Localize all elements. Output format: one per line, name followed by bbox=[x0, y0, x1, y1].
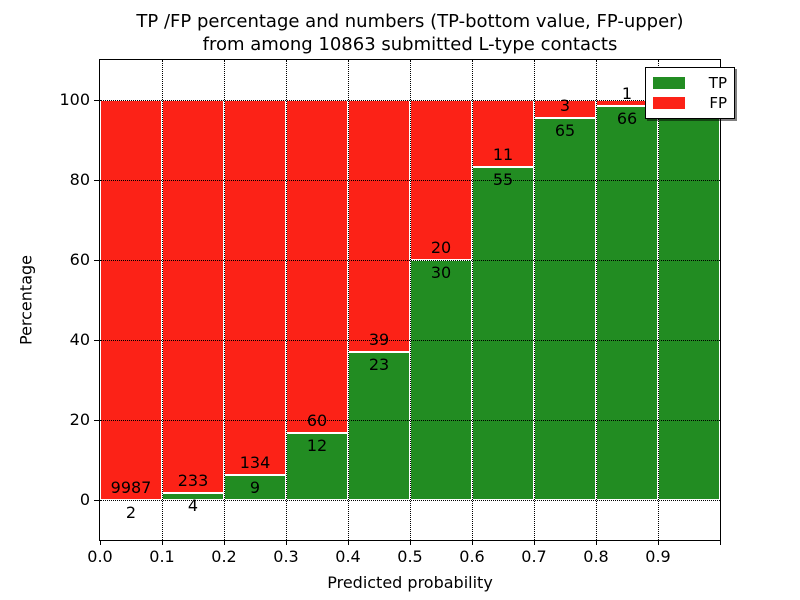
y-tick-label-100: 100 bbox=[59, 90, 90, 109]
tp-count-label-1: 4 bbox=[187, 496, 199, 516]
x-tick-6 bbox=[472, 540, 473, 545]
tp-count-label-0: 2 bbox=[125, 502, 137, 522]
x-tick-0 bbox=[100, 540, 101, 545]
fp-count-label-4: 39 bbox=[368, 329, 390, 349]
fp-count-label-0: 9987 bbox=[110, 477, 152, 497]
legend: TP FP bbox=[645, 67, 735, 119]
x-tick-label-0.0: 0.0 bbox=[87, 547, 113, 566]
fp-count-label-2: 134 bbox=[239, 452, 271, 472]
gridline-v-9 bbox=[657, 60, 659, 540]
x-tick-label-0.5: 0.5 bbox=[397, 547, 423, 566]
tp-swatch-icon bbox=[653, 77, 685, 89]
x-tick-4 bbox=[348, 540, 349, 545]
gridline-v-6 bbox=[471, 60, 473, 540]
gridline-v-4 bbox=[347, 60, 349, 540]
x-tick-label-0.2: 0.2 bbox=[211, 547, 237, 566]
y-tick-0 bbox=[94, 500, 99, 501]
bar-segment-fp-4 bbox=[348, 100, 410, 352]
chart-title-line2: from among 10863 submitted L-type contac… bbox=[202, 34, 618, 55]
fp-count-label-8: 1 bbox=[621, 83, 633, 103]
bar-segment-tp-4 bbox=[348, 351, 410, 500]
x-tick-5 bbox=[410, 540, 411, 545]
plot-area: 99872233413496012392320301155365166109 bbox=[100, 60, 720, 540]
y-axis-label: Percentage bbox=[16, 254, 36, 346]
bar-segment-fp-1 bbox=[162, 100, 224, 494]
gridline-v-8 bbox=[595, 60, 597, 540]
fp-count-label-6: 11 bbox=[492, 144, 514, 164]
tp-count-label-2: 9 bbox=[249, 477, 261, 497]
y-tick-label-0: 0 bbox=[79, 490, 90, 509]
x-tick-label-0.6: 0.6 bbox=[459, 547, 485, 566]
x-tick-3 bbox=[286, 540, 287, 545]
fp-count-label-3: 60 bbox=[306, 411, 328, 431]
chart-title: TP /FP percentage and numbers (TP-bottom… bbox=[100, 10, 720, 56]
y-tick-60 bbox=[94, 260, 99, 261]
bar-segment-tp-2 bbox=[224, 474, 286, 500]
x-tick-7 bbox=[534, 540, 535, 545]
bar-segment-fp-6 bbox=[472, 100, 534, 167]
chart-title-line1: TP /FP percentage and numbers (TP-bottom… bbox=[136, 11, 684, 32]
y-tick-80 bbox=[94, 180, 99, 181]
tp-count-label-8: 66 bbox=[616, 108, 638, 128]
y-tick-label-40: 40 bbox=[69, 330, 90, 349]
y-tick-100 bbox=[94, 100, 99, 101]
gridline-v-7 bbox=[533, 60, 535, 540]
y-tick-40 bbox=[94, 340, 99, 341]
x-tick-label-0.9: 0.9 bbox=[645, 547, 671, 566]
tp-count-label-5: 30 bbox=[430, 263, 452, 282]
x-tick-label-0.7: 0.7 bbox=[521, 547, 547, 566]
y-tick-20 bbox=[94, 420, 99, 421]
gridline-v-3 bbox=[285, 60, 287, 540]
legend-item-fp: FP bbox=[653, 93, 727, 113]
x-tick-2 bbox=[224, 540, 225, 545]
fp-count-label-5: 20 bbox=[430, 238, 452, 257]
x-tick-label-0.8: 0.8 bbox=[583, 547, 609, 566]
x-tick-1 bbox=[162, 540, 163, 545]
y-tick-label-20: 20 bbox=[69, 410, 90, 429]
x-tick-8 bbox=[596, 540, 597, 545]
legend-label-tp: TP bbox=[708, 74, 727, 92]
bar-segment-tp-8 bbox=[596, 105, 658, 500]
x-tick-9 bbox=[658, 540, 659, 545]
gridline-v-2 bbox=[223, 60, 225, 540]
fp-count-label-1: 233 bbox=[177, 471, 209, 491]
legend-item-tp: TP bbox=[653, 73, 727, 93]
bar-segment-fp-3 bbox=[286, 100, 348, 434]
fp-swatch-icon bbox=[653, 97, 685, 109]
bar-segment-tp-6 bbox=[472, 166, 534, 500]
legend-label-fp: FP bbox=[709, 94, 727, 112]
x-tick-label-0.3: 0.3 bbox=[273, 547, 299, 566]
y-tick-label-80: 80 bbox=[69, 170, 90, 189]
tp-count-label-4: 23 bbox=[368, 354, 390, 374]
fp-count-label-7: 3 bbox=[559, 95, 571, 115]
x-axis-label: Predicted probability bbox=[327, 573, 493, 592]
y-tick-label-60: 60 bbox=[69, 250, 90, 269]
x-tick-10 bbox=[720, 540, 721, 545]
tp-count-label-3: 12 bbox=[306, 436, 328, 456]
x-tick-label-0.1: 0.1 bbox=[149, 547, 175, 566]
bar-segment-tp-5 bbox=[410, 260, 472, 500]
tp-count-label-6: 55 bbox=[492, 169, 514, 189]
gridline-v-5 bbox=[409, 60, 411, 540]
tp-count-label-7: 65 bbox=[554, 120, 576, 140]
bar-segment-fp-0 bbox=[100, 100, 162, 500]
bar-segment-tp-7 bbox=[534, 117, 596, 500]
gridline-v-1 bbox=[161, 60, 163, 540]
bar-segment-tp-9 bbox=[658, 100, 720, 500]
x-tick-label-0.4: 0.4 bbox=[335, 547, 361, 566]
